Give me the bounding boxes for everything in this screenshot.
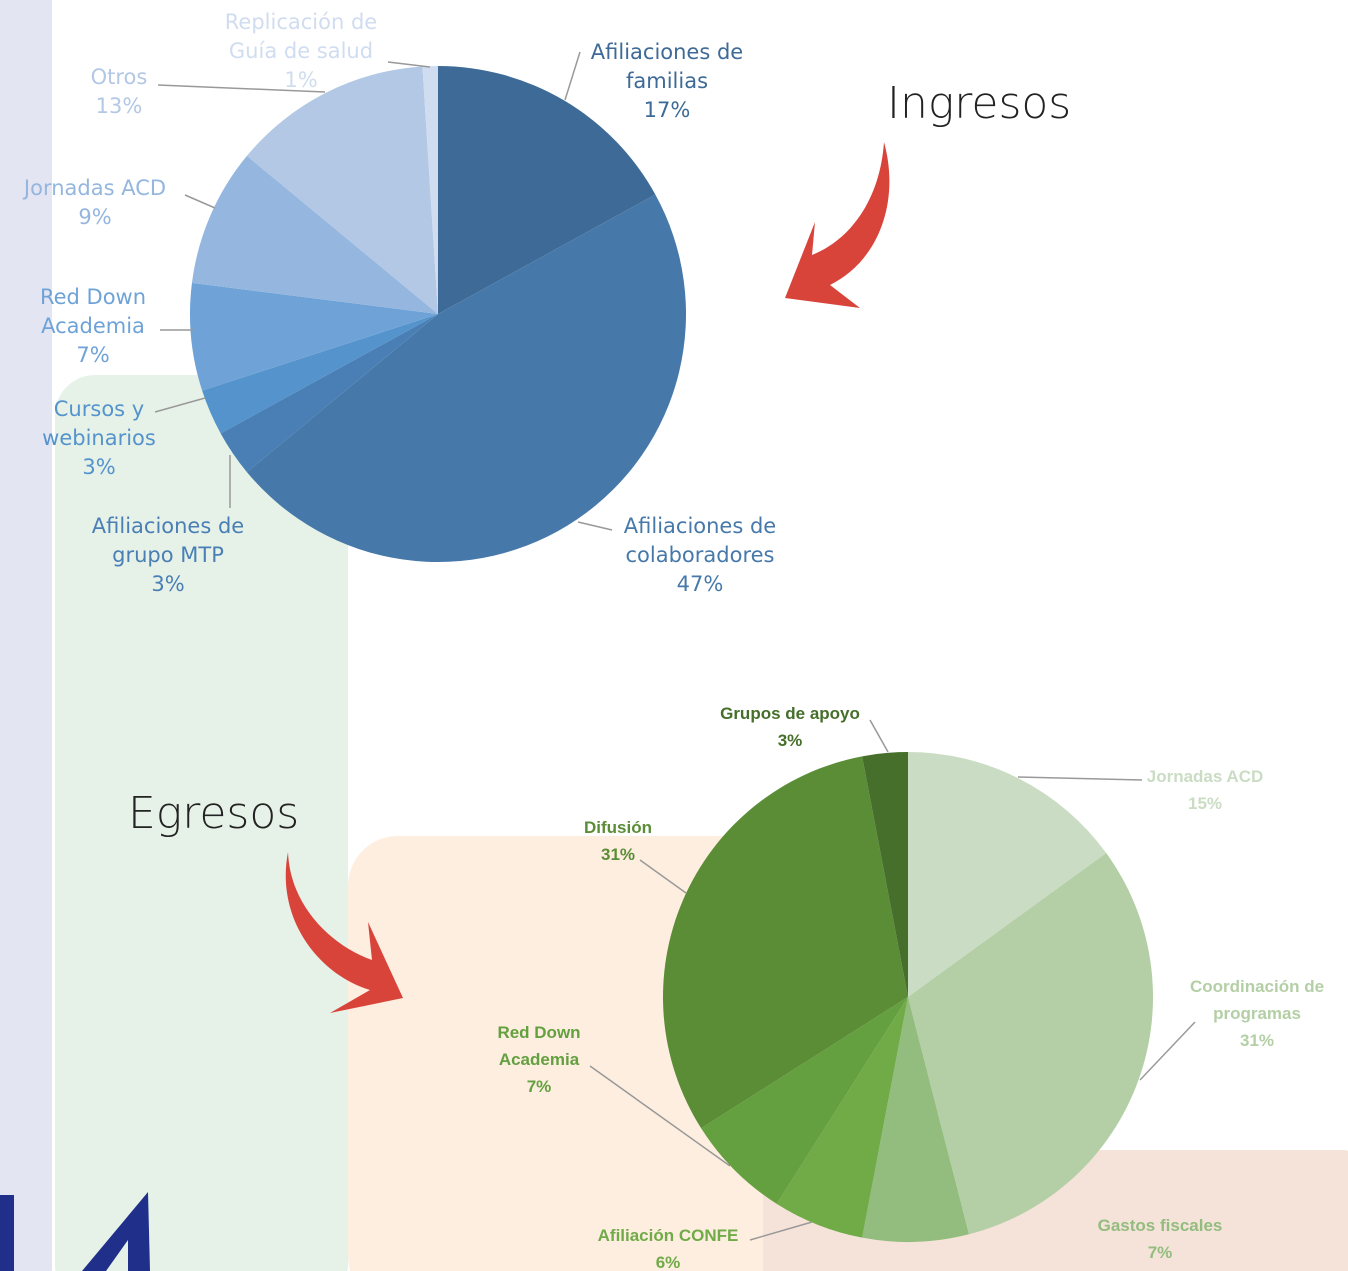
category-label: Cursos y webinarios	[24, 395, 174, 453]
category-label: Gastos fiscales	[1060, 1212, 1260, 1239]
category-label: Coordinación de programas	[1172, 973, 1342, 1027]
category-label: Otros	[79, 63, 159, 92]
chart-title: Ingresos	[887, 78, 1071, 129]
category-label: Afiliación CONFE	[568, 1222, 768, 1249]
value-label: 7%	[1060, 1239, 1260, 1266]
category-label: Difusión	[568, 814, 668, 841]
category-label: Red Down Academia	[484, 1019, 594, 1073]
value-label: 7%	[23, 341, 163, 370]
value-label: 13%	[79, 92, 159, 121]
category-label: Red Down Academia	[23, 283, 163, 341]
value-label: 3%	[24, 453, 174, 482]
page: Ingresos Egresos Afiliaciones de familia…	[0, 0, 1348, 1271]
background	[0, 0, 1348, 1271]
value-label: 6%	[568, 1249, 768, 1271]
value-label: 1%	[206, 66, 396, 95]
category-label: Replicación de Guía de salud	[206, 8, 396, 66]
value-label: 7%	[484, 1073, 594, 1100]
value-label: 9%	[0, 203, 190, 232]
category-label: Grupos de apoyo	[690, 700, 890, 727]
chart-title: Egresos	[128, 788, 299, 839]
value-label: 3%	[690, 727, 890, 754]
category-label: Jornadas ACD	[0, 174, 190, 203]
category-label: Jornadas ACD	[1105, 763, 1305, 790]
category-label: Afiliaciones de grupo MTP	[73, 512, 263, 570]
arrow	[785, 142, 889, 308]
category-label: Afiliaciones de colaboradores	[605, 512, 795, 570]
value-label: 31%	[568, 841, 668, 868]
category-label: Afiliaciones de familias	[572, 38, 762, 96]
value-label: 3%	[73, 570, 263, 599]
value-label: 17%	[572, 96, 762, 125]
logo	[0, 1195, 14, 1271]
value-label: 15%	[1105, 790, 1305, 817]
value-label: 47%	[605, 570, 795, 599]
value-label: 31%	[1172, 1027, 1342, 1054]
